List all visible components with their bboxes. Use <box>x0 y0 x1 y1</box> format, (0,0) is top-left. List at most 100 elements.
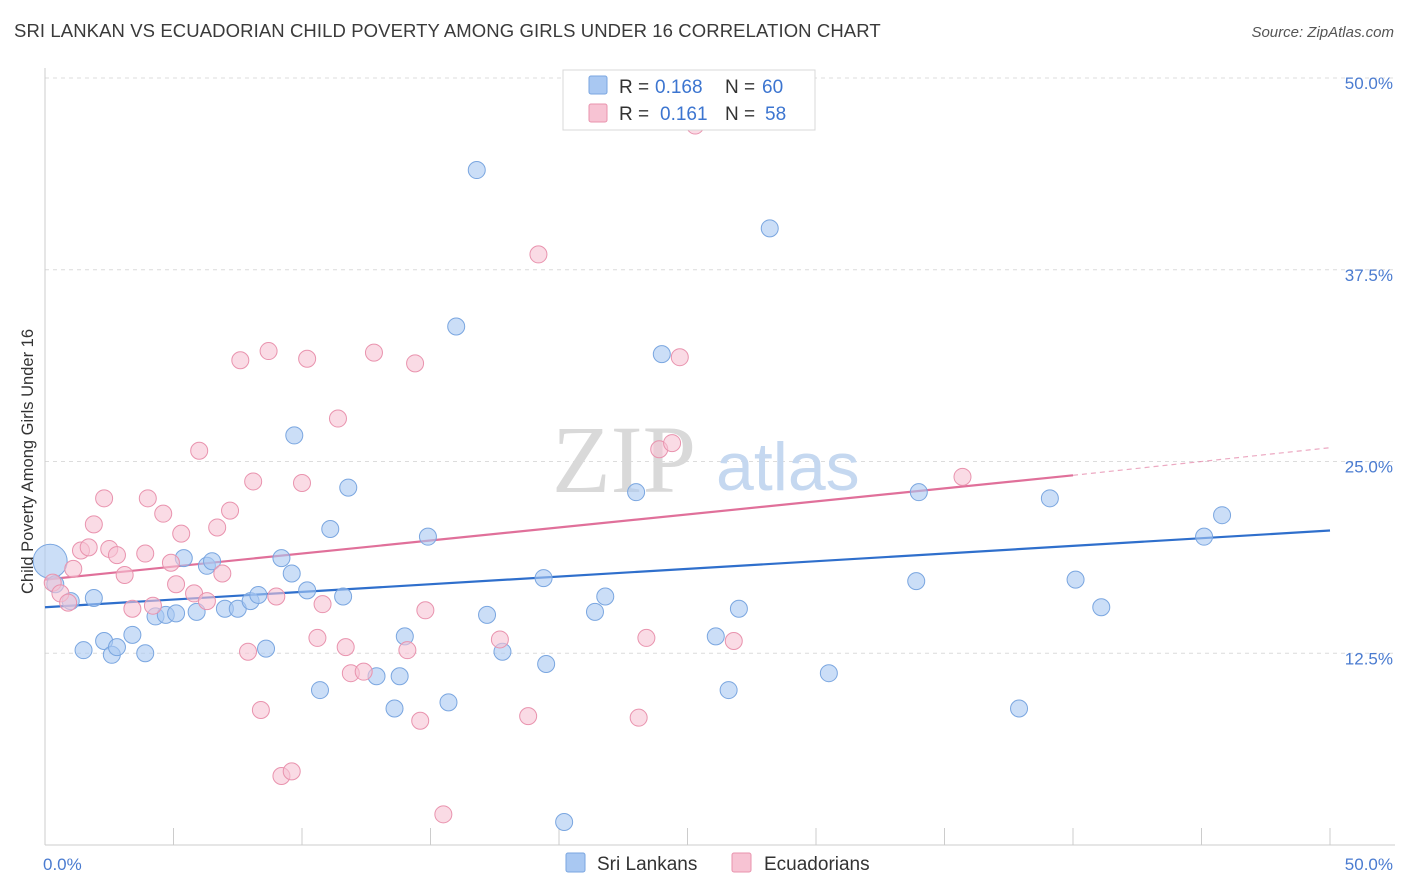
point-ecuadorians <box>221 501 240 520</box>
point-ecuadorians <box>328 409 347 428</box>
data-points <box>32 116 1232 831</box>
legend-swatch-sri-lankans <box>588 75 608 95</box>
trend-extension-ecuadorians <box>1072 447 1331 476</box>
point-sri-lankans <box>478 605 497 624</box>
point-ecuadorians <box>529 245 548 264</box>
point-sri-lankans <box>272 549 291 568</box>
watermark-atlas: atlas <box>716 429 860 505</box>
point-ecuadorians <box>519 707 538 726</box>
point-sri-lankans <box>652 345 671 364</box>
point-ecuadorians <box>354 662 373 681</box>
point-ecuadorians <box>398 641 417 660</box>
point-ecuadorians <box>724 631 743 650</box>
point-sri-lankans <box>390 667 409 686</box>
point-ecuadorians <box>416 601 435 620</box>
point-ecuadorians <box>336 638 355 657</box>
x-tick-label: 50.0% <box>1345 855 1393 874</box>
point-ecuadorians <box>629 708 648 727</box>
legend-n-label: N = <box>725 77 755 98</box>
point-sri-lankans <box>298 581 317 600</box>
point-sri-lankans <box>719 681 738 700</box>
point-sri-lankans <box>285 426 304 445</box>
y-tick-label: 25.0% <box>1345 458 1393 477</box>
legend-r-label: R = <box>619 104 649 125</box>
point-sri-lankans <box>706 627 725 646</box>
legend-r-label: R = <box>619 77 649 98</box>
point-ecuadorians <box>190 441 209 460</box>
point-ecuadorians <box>239 642 258 661</box>
point-sri-lankans <box>537 654 556 673</box>
point-sri-lankans <box>107 638 126 657</box>
point-sri-lankans <box>1066 570 1085 589</box>
point-sri-lankans <box>729 599 748 618</box>
point-sri-lankans <box>334 587 353 606</box>
point-sri-lankans <box>321 519 340 538</box>
legend-n-value: 60 <box>762 77 783 98</box>
point-ecuadorians <box>411 711 430 730</box>
point-ecuadorians <box>161 553 180 572</box>
trend-line-sri-lankans <box>44 529 1331 609</box>
point-sri-lankans <box>32 543 68 579</box>
point-ecuadorians <box>490 630 509 649</box>
point-sri-lankans <box>123 625 142 644</box>
point-sri-lankans <box>167 604 186 623</box>
point-ecuadorians <box>115 566 134 585</box>
x-tick-label: 0.0% <box>43 855 82 874</box>
point-sri-lankans <box>1213 506 1232 525</box>
x-tick-labels: 0.0% 50.0% <box>43 855 1393 874</box>
point-sri-lankans <box>467 161 486 180</box>
y-tick-label: 50.0% <box>1345 74 1393 93</box>
point-sri-lankans <box>1010 699 1029 718</box>
legend-r-value: 0.168 <box>655 77 703 98</box>
point-ecuadorians <box>154 504 173 523</box>
point-ecuadorians <box>138 489 157 508</box>
point-ecuadorians <box>95 489 114 508</box>
point-ecuadorians <box>259 342 278 361</box>
point-ecuadorians <box>637 628 656 647</box>
point-sri-lankans <box>596 587 615 606</box>
point-sri-lankans <box>447 317 466 336</box>
legend-n-value: 58 <box>765 104 786 125</box>
legend-r-value: 0.161 <box>660 104 708 125</box>
point-ecuadorians <box>197 592 216 611</box>
legend-bottom: Sri Lankans Ecuadorians <box>565 852 870 875</box>
point-ecuadorians <box>107 546 126 565</box>
point-sri-lankans <box>418 527 437 546</box>
legend-swatch-ecuadorians <box>588 103 608 123</box>
point-ecuadorians <box>282 762 301 781</box>
point-ecuadorians <box>213 564 232 583</box>
legend-bottom-swatch-sri-lankans <box>565 852 586 873</box>
point-sri-lankans <box>282 564 301 583</box>
point-ecuadorians <box>79 538 98 557</box>
point-sri-lankans <box>909 483 928 502</box>
point-ecuadorians <box>293 473 311 492</box>
y-tick-label: 37.5% <box>1345 266 1393 285</box>
y-tick-label: 12.5% <box>1345 649 1393 668</box>
point-sri-lankans <box>1040 489 1059 508</box>
point-ecuadorians <box>298 349 317 368</box>
point-ecuadorians <box>364 343 383 362</box>
point-ecuadorians <box>267 587 286 606</box>
point-ecuadorians <box>406 354 425 373</box>
legend-top: R = 0.168 N = 60 R = 0.161 N = 58 <box>562 69 816 131</box>
point-ecuadorians <box>953 467 972 486</box>
point-sri-lankans <box>819 664 838 683</box>
point-ecuadorians <box>64 559 83 578</box>
watermark: ZIP atlas <box>552 406 860 513</box>
chart-title: SRI LANKAN VS ECUADORIAN CHILD POVERTY A… <box>14 20 881 41</box>
point-sri-lankans <box>627 483 646 502</box>
point-ecuadorians <box>663 434 682 453</box>
point-sri-lankans <box>1195 527 1214 546</box>
point-ecuadorians <box>670 348 689 367</box>
legend-n-label: N = <box>725 104 755 125</box>
point-sri-lankans <box>439 693 458 712</box>
y-axis-title: Child Poverty Among Girls Under 16 <box>19 329 37 594</box>
point-sri-lankans <box>385 699 404 718</box>
point-ecuadorians <box>244 472 263 491</box>
legend-bottom-label-sri-lankans: Sri Lankans <box>597 854 697 875</box>
point-ecuadorians <box>59 593 78 612</box>
point-ecuadorians <box>123 599 142 618</box>
watermark-zip: ZIP <box>552 406 696 513</box>
point-sri-lankans <box>74 641 93 660</box>
